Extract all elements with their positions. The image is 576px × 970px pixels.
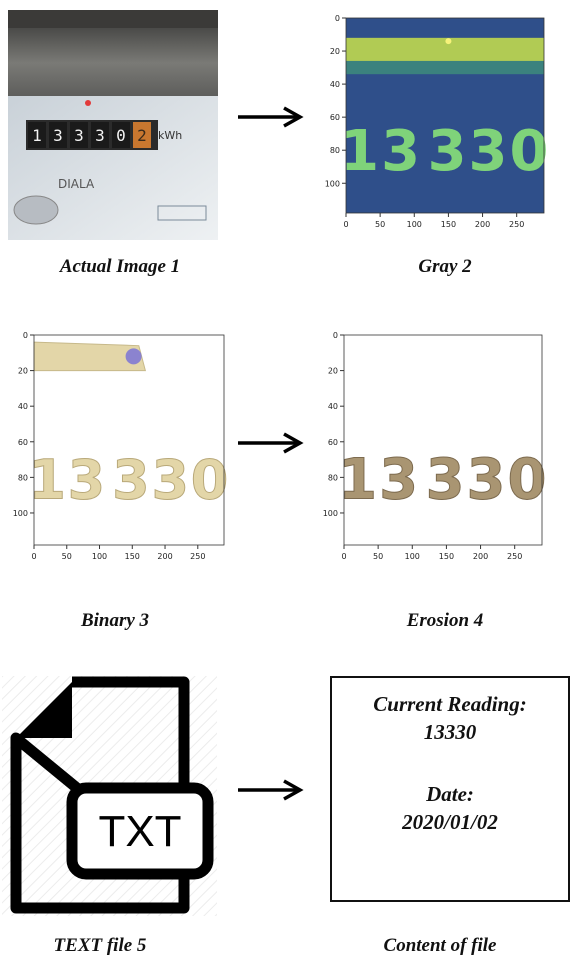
reading-value: 13330 [423, 720, 477, 744]
arrow-2 [238, 432, 304, 454]
plot-digit: 3 [428, 119, 467, 184]
caption-erosion: Erosion 4 [406, 610, 484, 631]
y-tick-label: 60 [18, 438, 28, 447]
caption-gray: Gray 2 [418, 256, 472, 277]
meter-digit: 3 [53, 126, 63, 145]
reading-label: Current Reading: [373, 692, 527, 716]
meter-serial-plate [157, 205, 207, 221]
x-tick-label: 0 [341, 552, 346, 561]
x-tick-label: 0 [31, 552, 36, 561]
meter-logo-icon [13, 195, 59, 225]
plot-digit: 0 [507, 448, 546, 513]
arrow-1 [238, 106, 304, 128]
meter-digit: 1 [32, 126, 42, 145]
plot-digit: 0 [509, 119, 548, 184]
plot-digit: 1 [338, 448, 377, 513]
meter-digit: 0 [116, 126, 126, 145]
x-tick-label: 200 [473, 552, 488, 561]
date-value: 2020/01/02 [402, 810, 498, 834]
x-tick-label: 150 [125, 552, 140, 561]
plot-digit: 3 [469, 119, 508, 184]
x-tick-label: 250 [190, 552, 205, 561]
y-tick-label: 80 [330, 146, 340, 155]
x-tick-label: 150 [439, 552, 454, 561]
y-tick-label: 100 [325, 179, 340, 188]
txt-icon-label: TXT [98, 807, 181, 856]
y-tick-label: 80 [18, 473, 28, 482]
y-tick-label: 60 [330, 113, 340, 122]
x-tick-label: 100 [407, 220, 422, 229]
x-tick-label: 50 [62, 552, 72, 561]
plot-digit: 3 [426, 448, 465, 513]
plot-digit: 3 [467, 448, 506, 513]
x-tick-label: 50 [373, 552, 383, 561]
y-tick-label: 0 [23, 331, 28, 340]
y-tick-label: 0 [333, 331, 338, 340]
caption-content-of-file: Content of file [383, 935, 497, 956]
date-label: Date: [426, 782, 474, 806]
meter-digit: 2 [137, 126, 147, 145]
plot-digit: 3 [381, 119, 420, 184]
caption-binary: Binary 3 [80, 610, 150, 631]
y-tick-label: 60 [328, 438, 338, 447]
file-content-box: Current Reading: 13330 Date: 2020/01/02 [330, 676, 570, 902]
meter-digit: 3 [74, 126, 84, 145]
arrow-3 [238, 779, 304, 801]
x-tick-label: 50 [375, 220, 385, 229]
y-tick-label: 0 [335, 14, 340, 23]
x-tick-label: 150 [441, 220, 456, 229]
plot-digit: 0 [191, 449, 229, 512]
y-tick-label: 40 [18, 402, 28, 411]
y-tick-label: 40 [330, 80, 340, 89]
caption-text-file: TEXT file 5 [53, 935, 147, 956]
meter-unit: kWh [158, 129, 182, 142]
plot-digit: 1 [340, 119, 379, 184]
plot-digit: 3 [379, 448, 418, 513]
y-tick-label: 100 [323, 509, 338, 518]
meter-plate-text: DIALA [58, 177, 95, 191]
y-tick-label: 80 [328, 473, 338, 482]
x-tick-label: 250 [507, 552, 522, 561]
x-tick-label: 0 [343, 220, 348, 229]
x-tick-label: 200 [157, 552, 172, 561]
plot-area [344, 335, 542, 545]
meter-digit: 3 [95, 126, 105, 145]
caption-actual-image: Actual Image 1 [59, 256, 181, 277]
x-tick-label: 100 [405, 552, 420, 561]
y-tick-label: 40 [328, 402, 338, 411]
y-tick-label: 20 [18, 367, 28, 376]
y-tick-label: 20 [330, 47, 340, 56]
x-tick-label: 200 [475, 220, 490, 229]
plot-digit: 3 [68, 449, 106, 512]
y-tick-label: 100 [13, 509, 28, 518]
x-tick-label: 100 [92, 552, 107, 561]
x-tick-label: 250 [509, 220, 524, 229]
y-tick-label: 20 [328, 367, 338, 376]
plot-digit: 3 [151, 449, 189, 512]
plot-digit: 3 [112, 449, 150, 512]
txt-file-icon: TXT [2, 676, 217, 916]
